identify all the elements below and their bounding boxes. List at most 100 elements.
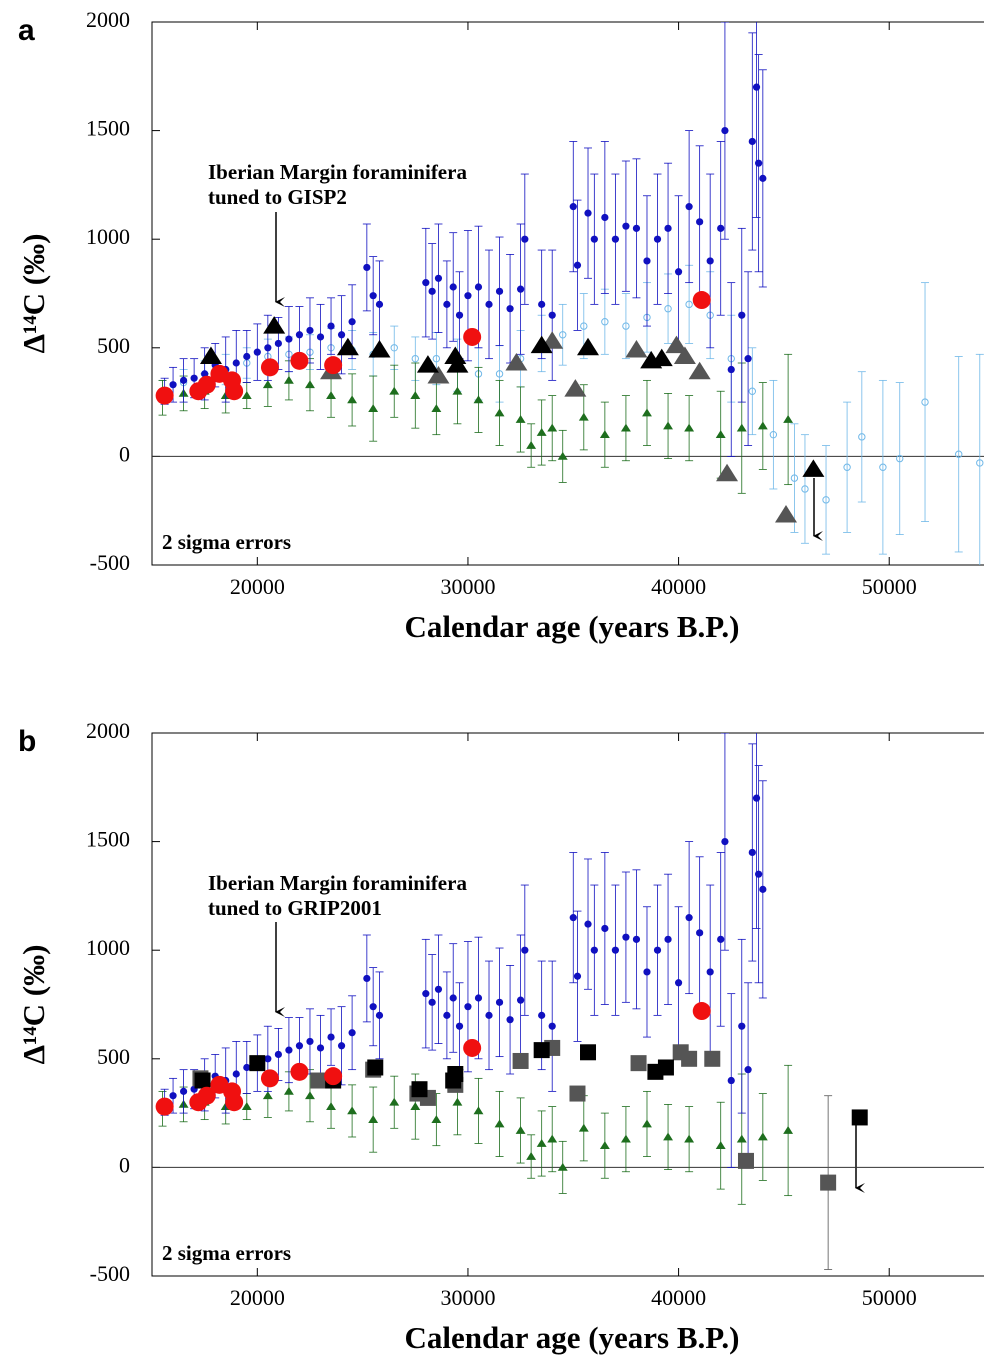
error-bar: [748, 347, 757, 436]
error-bar: [921, 282, 930, 522]
point: [643, 257, 651, 265]
point: [738, 311, 746, 319]
point: [775, 505, 798, 523]
point: [348, 318, 356, 326]
point: [664, 224, 672, 232]
point: [443, 1011, 451, 1019]
error-bar: [558, 303, 567, 366]
note: 2 sigma errors: [162, 1241, 291, 1265]
y-tick-label: 2000: [86, 7, 130, 32]
y-tick-label: 500: [97, 333, 130, 358]
point: [688, 361, 711, 380]
point: [896, 454, 904, 463]
point: [921, 398, 929, 406]
annotation: tuned to GISP2: [208, 185, 347, 209]
error-bar: [954, 356, 963, 553]
panel-label: a: [18, 14, 35, 47]
point: [324, 1067, 343, 1086]
point: [290, 1062, 309, 1081]
point: [473, 395, 484, 404]
x-axis-label: Calendar age (years B.P.): [405, 1320, 740, 1355]
point: [274, 1050, 282, 1059]
point: [169, 381, 177, 389]
point: [411, 1081, 428, 1098]
plot-frame: [151, 732, 984, 1277]
point: [622, 933, 630, 941]
point: [757, 421, 768, 430]
point: [474, 283, 483, 291]
point: [674, 979, 683, 987]
point: [601, 213, 609, 222]
point: [759, 885, 767, 893]
point: [274, 339, 282, 348]
point: [721, 838, 729, 846]
point: [696, 218, 704, 226]
point: [505, 353, 528, 371]
point: [431, 1115, 442, 1123]
error-bar: [975, 353, 984, 565]
point: [578, 1123, 589, 1132]
error-bar: [822, 445, 831, 555]
point: [851, 1109, 868, 1126]
point: [494, 408, 505, 417]
x-tick-label: 40000: [651, 1285, 706, 1310]
point: [802, 459, 825, 477]
point: [584, 920, 592, 928]
point: [474, 994, 483, 1002]
point: [316, 333, 325, 341]
point: [449, 994, 457, 1002]
point: [653, 946, 662, 954]
y-axis-label: Δ¹⁴C (‰): [16, 945, 51, 1065]
point: [179, 376, 188, 384]
y-tick-label: 0: [119, 1152, 130, 1177]
point: [375, 1011, 384, 1019]
point: [494, 1119, 505, 1128]
point: [375, 300, 384, 308]
point: [601, 924, 609, 933]
point: [410, 1102, 421, 1110]
point: [495, 287, 504, 295]
point: [410, 391, 421, 399]
point: [557, 451, 568, 460]
point: [573, 972, 582, 980]
point: [155, 1097, 174, 1116]
point: [336, 337, 359, 356]
point: [262, 1091, 273, 1100]
point: [685, 300, 693, 309]
point: [620, 423, 631, 432]
point: [444, 346, 467, 364]
point: [769, 430, 778, 439]
point: [622, 222, 630, 230]
point: [327, 1033, 335, 1041]
point: [783, 1125, 794, 1134]
point: [283, 375, 294, 384]
point: [559, 331, 567, 339]
x-axis-label: Calendar age (years B.P.): [405, 609, 740, 644]
point: [611, 235, 619, 243]
point: [681, 1050, 698, 1067]
point: [249, 1055, 266, 1072]
point: [717, 224, 725, 232]
point: [526, 1152, 537, 1160]
point: [241, 1102, 252, 1110]
point: [369, 292, 377, 300]
point: [389, 1097, 400, 1106]
point: [232, 359, 240, 367]
point: [295, 1042, 304, 1050]
point: [642, 1119, 652, 1128]
point: [530, 335, 553, 354]
point: [748, 848, 756, 857]
point: [665, 335, 688, 354]
point: [521, 946, 529, 954]
point: [536, 428, 547, 436]
point: [822, 496, 830, 504]
point: [642, 408, 652, 417]
annotation: Iberian Margin foraminifera: [208, 871, 467, 895]
point: [434, 985, 443, 993]
point: [515, 1125, 526, 1134]
point: [625, 339, 648, 358]
point: [557, 1162, 568, 1171]
point: [262, 380, 273, 389]
data-layer: [155, 733, 868, 1270]
